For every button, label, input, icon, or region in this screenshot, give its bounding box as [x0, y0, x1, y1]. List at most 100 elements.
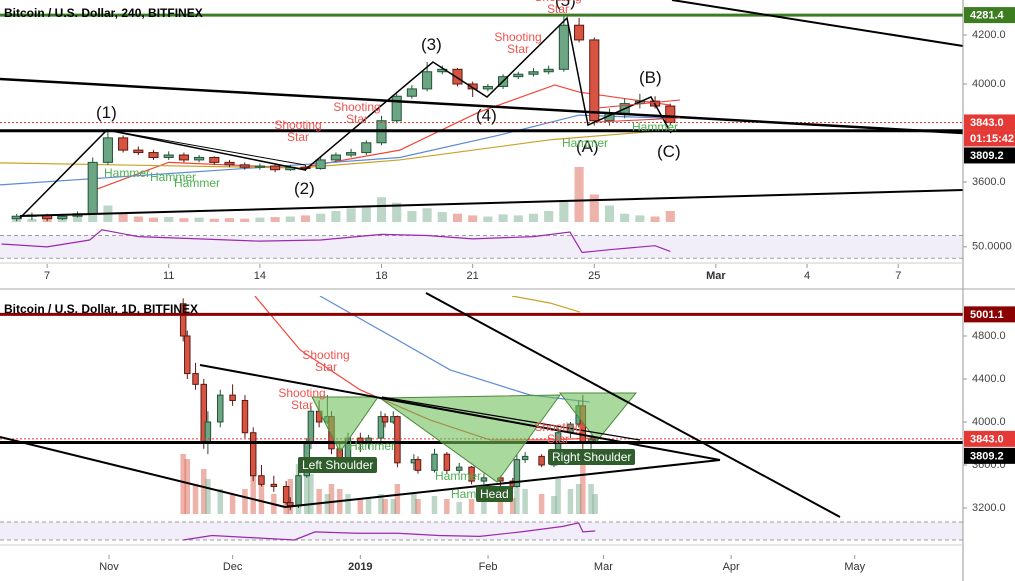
candle-body	[300, 166, 311, 169]
pattern-label: Shooting Star	[534, 0, 581, 16]
wave-label: (4)	[476, 106, 497, 125]
candle-body	[87, 161, 98, 215]
candle-body	[346, 152, 357, 156]
y-tick-label: 4200.0	[972, 29, 1006, 41]
candle-body	[455, 466, 463, 471]
pattern-label: Hammer	[435, 469, 482, 483]
wave-label: (5)	[555, 0, 576, 10]
candle-body	[414, 459, 422, 471]
candle-body	[241, 399, 249, 434]
y-tick-label: 3200.0	[972, 502, 1006, 514]
volume-bar	[452, 213, 463, 222]
volume-bar	[27, 218, 37, 222]
price-axis	[963, 0, 1015, 581]
volume-bar	[194, 217, 204, 222]
left-shoulder-shape	[311, 396, 379, 453]
price-label-box	[964, 447, 1015, 464]
right-shoulder-shape	[558, 392, 638, 442]
candle-body	[102, 137, 113, 163]
volume-bar	[528, 213, 539, 222]
candle-body	[521, 455, 529, 461]
volume-bar	[180, 454, 186, 514]
volume-bar	[285, 216, 295, 222]
candle-body	[513, 459, 521, 487]
wave-label: (2)	[294, 179, 315, 198]
head-shape	[378, 394, 561, 483]
rsi-band-fill	[0, 235, 963, 259]
candle-body	[315, 159, 326, 169]
y-tick-label: 3600.0	[972, 176, 1006, 188]
candle-body	[204, 421, 212, 444]
x-tick-label: 18	[375, 270, 387, 282]
price-label-box	[964, 147, 1015, 164]
x-tick-label: 25	[588, 270, 600, 282]
pattern-label: Shooting Star	[333, 100, 381, 126]
volume-bar	[365, 499, 372, 514]
wave-label: (C)	[657, 142, 681, 161]
x-tick-label: 7	[44, 270, 50, 282]
volume-bar	[304, 469, 310, 514]
volume-bar	[538, 494, 545, 514]
candle-body	[574, 24, 585, 41]
volume-bar	[328, 484, 335, 514]
candle-body	[217, 394, 224, 423]
pattern-label: Shooting Star	[494, 30, 542, 56]
x-tick-label: May	[844, 561, 865, 573]
candle-body	[178, 154, 189, 161]
volume-bar	[665, 211, 675, 222]
candle-body	[258, 475, 265, 485]
candle-body	[209, 156, 220, 163]
pattern-label: Hammer	[349, 439, 396, 453]
volume-bar	[468, 499, 475, 514]
volume-bar	[184, 459, 191, 514]
volume-bar	[559, 200, 569, 222]
chart-title: Bitcoin / U.S. Dollar, 240, BITFINEX	[4, 6, 203, 20]
candle-body	[184, 335, 191, 375]
pattern-label: Shooting Star	[302, 348, 350, 374]
volume-bar	[567, 489, 574, 514]
top-pane	[0, 13, 963, 259]
candle-body	[254, 165, 265, 168]
price-label-box	[964, 430, 1015, 447]
wave-label: (A)	[576, 137, 599, 156]
price-label: 3843.0	[970, 117, 1004, 129]
x-tick-label: 11	[163, 270, 174, 282]
candle-body	[422, 71, 433, 90]
pattern-label: Hammer	[150, 170, 197, 184]
volume-bar	[456, 502, 462, 514]
candle-body	[361, 142, 372, 154]
rsi-line	[1, 229, 671, 254]
rsi-band-fill	[0, 521, 963, 540]
moving-average	[0, 129, 671, 169]
candle-body	[480, 477, 488, 482]
candle-body	[224, 161, 235, 166]
rsi-area	[0, 521, 963, 541]
volume-bar	[620, 213, 630, 222]
volume-bar	[589, 194, 599, 222]
candle-body	[270, 483, 278, 487]
x-tick-label: Feb	[479, 561, 498, 573]
trend-line	[199, 364, 721, 461]
candle-body	[528, 71, 539, 75]
candle-body	[558, 24, 569, 70]
pattern-label: Shooting Star	[278, 386, 326, 412]
x-tick-label: 7	[895, 270, 901, 282]
candle-body	[468, 466, 475, 482]
trend-line	[425, 292, 841, 518]
volume-bar	[179, 218, 189, 222]
volume-bar	[497, 500, 504, 514]
candle-body	[431, 453, 438, 471]
volume-bar	[164, 217, 174, 222]
candle-body	[330, 154, 341, 161]
candle-body	[589, 39, 600, 122]
volume-bar	[331, 211, 341, 222]
volume-bar	[382, 499, 388, 514]
candle-body	[270, 165, 281, 171]
pattern-label: Hammer	[562, 136, 609, 150]
volume-bar	[604, 205, 615, 222]
wave-label: (1)	[96, 103, 117, 122]
price-label: 3843.0	[970, 433, 1004, 445]
trend-line	[0, 77, 964, 135]
